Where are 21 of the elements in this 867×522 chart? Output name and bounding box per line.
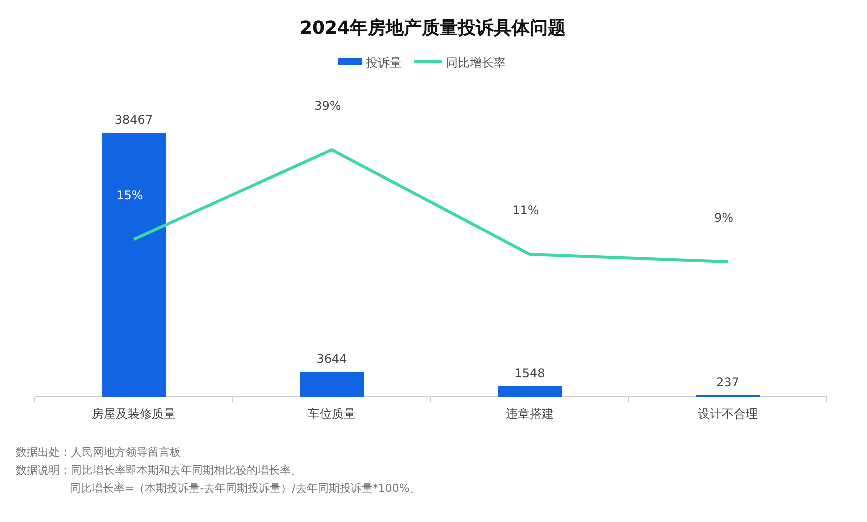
data-label: 3644 bbox=[316, 352, 348, 366]
x-tick-label: 房屋及装修质量 bbox=[92, 407, 176, 421]
chart-title: 2024年房地产质量投诉具体问题 bbox=[300, 18, 566, 39]
data-label: 11% bbox=[512, 204, 540, 218]
bar bbox=[498, 386, 562, 397]
bar bbox=[300, 372, 364, 397]
data-label: 237 bbox=[716, 375, 740, 390]
data-label: 39% bbox=[314, 99, 342, 113]
text: 数据说明：同比增长率即本期和去年同期相比较的增长率。 bbox=[16, 464, 302, 477]
text: 数据出处：人民网地方领导留言板 bbox=[16, 446, 181, 459]
data-label: 1548 bbox=[514, 366, 546, 380]
x-tick-label: 车位质量 bbox=[308, 407, 356, 421]
legend-label: 投诉量 bbox=[365, 56, 402, 70]
text: 同比增长率=（本期投诉量-去年同期投诉量）/去年同期投诉量*100%。 bbox=[70, 482, 421, 495]
x-tick-label: 设计不合理 bbox=[698, 407, 758, 421]
data-label: 15% bbox=[116, 188, 144, 203]
data-label: 9% bbox=[714, 211, 734, 225]
bar bbox=[102, 133, 166, 397]
data-label: 38467 bbox=[114, 113, 154, 127]
legend-label: 同比增长率 bbox=[446, 56, 506, 70]
x-tick-label: 违章搭建 bbox=[506, 407, 554, 421]
